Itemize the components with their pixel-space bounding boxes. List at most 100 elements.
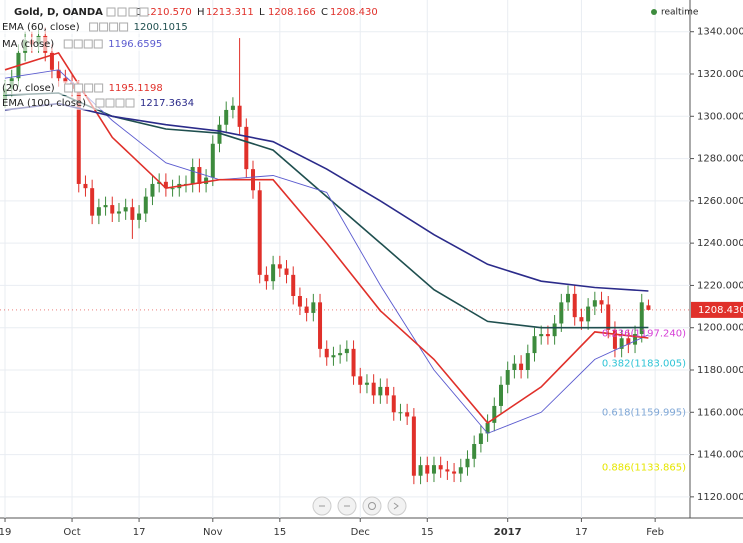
candle-body <box>344 348 349 354</box>
candle-body <box>90 188 95 216</box>
status-dot <box>651 9 657 15</box>
legend-icon <box>109 22 119 32</box>
candle-body <box>217 124 222 144</box>
nav-icon <box>368 502 376 510</box>
candle-body <box>599 300 604 305</box>
indicator-line <box>4 51 649 424</box>
legend-icon <box>105 98 115 108</box>
y-tick-label: 1180.000 <box>697 365 743 376</box>
candle-body <box>204 177 209 184</box>
candle-body <box>197 167 202 184</box>
candle-body <box>237 105 242 127</box>
candle-body <box>244 126 249 170</box>
candle-body <box>485 422 490 434</box>
legend-icon <box>64 83 74 93</box>
x-tick-label: 15 <box>421 527 434 538</box>
indicator-line <box>4 102 649 292</box>
candle-body <box>505 370 510 385</box>
nav-icons <box>319 502 399 510</box>
candle-body <box>465 458 470 468</box>
candle-body <box>338 353 343 356</box>
x-tick-label: Dec <box>351 527 370 538</box>
nav-buttons <box>312 496 407 516</box>
candle-body <box>371 382 376 396</box>
indicator-line <box>4 69 649 434</box>
candle-body <box>532 336 537 354</box>
candle-body <box>626 338 631 345</box>
candle-body <box>271 264 276 282</box>
candle-body <box>130 207 135 220</box>
candle-body <box>49 52 54 70</box>
candle-body <box>385 386 390 396</box>
candle-body <box>405 412 410 417</box>
candle-body <box>579 317 584 322</box>
candle-body <box>606 304 611 330</box>
reset-button[interactable] <box>362 496 382 516</box>
candle-body <box>76 88 81 184</box>
candle-body <box>411 416 416 476</box>
candle-body <box>110 205 115 214</box>
candle-body <box>143 196 148 214</box>
candle-body <box>163 181 168 189</box>
candle-body <box>63 78 68 83</box>
legend-icon <box>89 22 99 32</box>
ohlc-value: 1210.570 <box>144 7 192 18</box>
candle-body <box>438 465 443 470</box>
candle-body <box>572 293 577 318</box>
x-tick-label: Feb <box>646 527 664 538</box>
legend-icon <box>84 83 94 93</box>
candle-body <box>431 465 436 474</box>
candle-body <box>425 465 430 474</box>
legend-icon <box>99 22 109 32</box>
last-price-label: 1208.430 <box>698 305 743 316</box>
candle-body <box>646 305 651 310</box>
legend-icon <box>115 98 125 108</box>
ohlc-value: 1208.166 <box>268 7 316 18</box>
y-tick-label: 1240.000 <box>697 238 743 249</box>
candle-body <box>324 348 329 358</box>
candle-body <box>358 376 363 385</box>
candle-body <box>96 207 101 216</box>
candle-body <box>170 188 175 190</box>
plot: 0.236(1197.240) 0.382(1183.005) 0.618(1159… <box>0 27 690 485</box>
legend-value: 1195.1198 <box>109 83 163 94</box>
candle-body <box>304 306 309 313</box>
candle-body <box>586 306 591 322</box>
ohlc-value: 1213.311 <box>206 7 254 18</box>
candle-body <box>150 183 155 197</box>
candle-body <box>552 323 557 337</box>
candle-body <box>592 300 597 307</box>
legend-icon <box>106 7 116 17</box>
candle-body <box>116 211 121 214</box>
candle-body <box>612 329 617 349</box>
y-tick-label: 1140.000 <box>697 450 743 461</box>
realtime-label: realtime <box>661 8 699 18</box>
scroll-right-button[interactable] <box>387 496 407 516</box>
candle-body <box>559 302 564 324</box>
candle-body <box>83 183 88 189</box>
y-tick-label: 1340.000 <box>697 27 743 38</box>
candle-body <box>378 386 383 396</box>
legend-icon <box>95 98 105 108</box>
legend-icon <box>74 83 84 93</box>
x-tick-label: 17 <box>133 527 146 538</box>
candle-body <box>230 105 235 110</box>
candle-body <box>123 207 128 212</box>
fib-label: 0.236(1197.240) <box>602 329 686 340</box>
candle-body <box>452 471 457 474</box>
candle-body <box>56 69 61 79</box>
x-tick-label: 19 <box>0 527 11 538</box>
candle-body <box>512 363 517 370</box>
candle-body <box>137 213 142 220</box>
candle-body <box>257 190 262 275</box>
legend-name: EMA (60, close) <box>2 22 80 33</box>
x-tick-label: Nov <box>203 527 223 538</box>
y-tick-label: 1120.000 <box>697 492 743 503</box>
legend-icon <box>117 7 127 17</box>
candle-body <box>224 109 229 125</box>
legend-name: EMA (100, close) <box>2 98 86 109</box>
candle-body <box>539 334 544 337</box>
legend-icon <box>93 39 103 49</box>
legend-icon <box>128 7 138 17</box>
